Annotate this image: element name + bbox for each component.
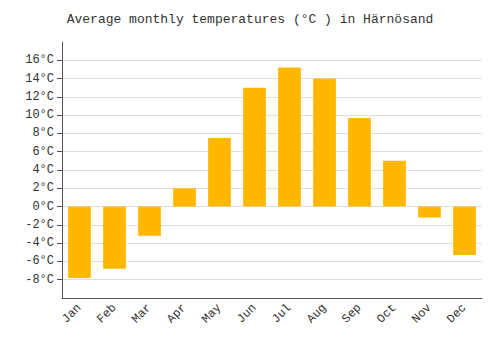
svg-text:4°C: 4°C	[32, 163, 54, 177]
svg-text:-2°C: -2°C	[25, 218, 54, 232]
svg-text:12°C: 12°C	[25, 90, 54, 104]
svg-text:Oct: Oct	[374, 301, 399, 326]
svg-text:Mar: Mar	[129, 301, 154, 326]
svg-text:Dec: Dec	[444, 301, 469, 326]
svg-text:Nov: Nov	[409, 301, 434, 326]
svg-text:-6°C: -6°C	[25, 254, 54, 268]
svg-text:May: May	[199, 301, 224, 326]
svg-text:Aug: Aug	[304, 301, 329, 326]
svg-text:-4°C: -4°C	[25, 236, 54, 250]
svg-text:-8°C: -8°C	[25, 273, 54, 287]
svg-text:Apr: Apr	[164, 301, 189, 326]
svg-text:Average monthly temperatures (: Average monthly temperatures (°C ) in Hä…	[67, 12, 434, 27]
svg-text:2°C: 2°C	[32, 181, 54, 195]
svg-text:10°C: 10°C	[25, 108, 54, 122]
svg-text:Feb: Feb	[94, 301, 119, 326]
svg-text:Jan: Jan	[59, 301, 84, 326]
svg-text:Jul: Jul	[269, 301, 294, 326]
svg-text:6°C: 6°C	[32, 145, 54, 159]
svg-text:Jun: Jun	[234, 301, 259, 326]
svg-text:Sep: Sep	[339, 301, 364, 326]
svg-text:8°C: 8°C	[32, 126, 54, 140]
svg-text:16°C: 16°C	[25, 53, 54, 67]
svg-text:14°C: 14°C	[25, 72, 54, 86]
svg-text:0°C: 0°C	[32, 200, 54, 214]
